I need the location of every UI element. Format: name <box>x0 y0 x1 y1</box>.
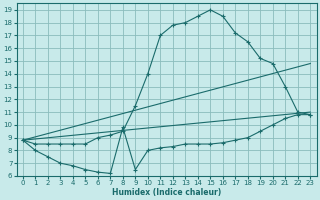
X-axis label: Humidex (Indice chaleur): Humidex (Indice chaleur) <box>112 188 221 197</box>
